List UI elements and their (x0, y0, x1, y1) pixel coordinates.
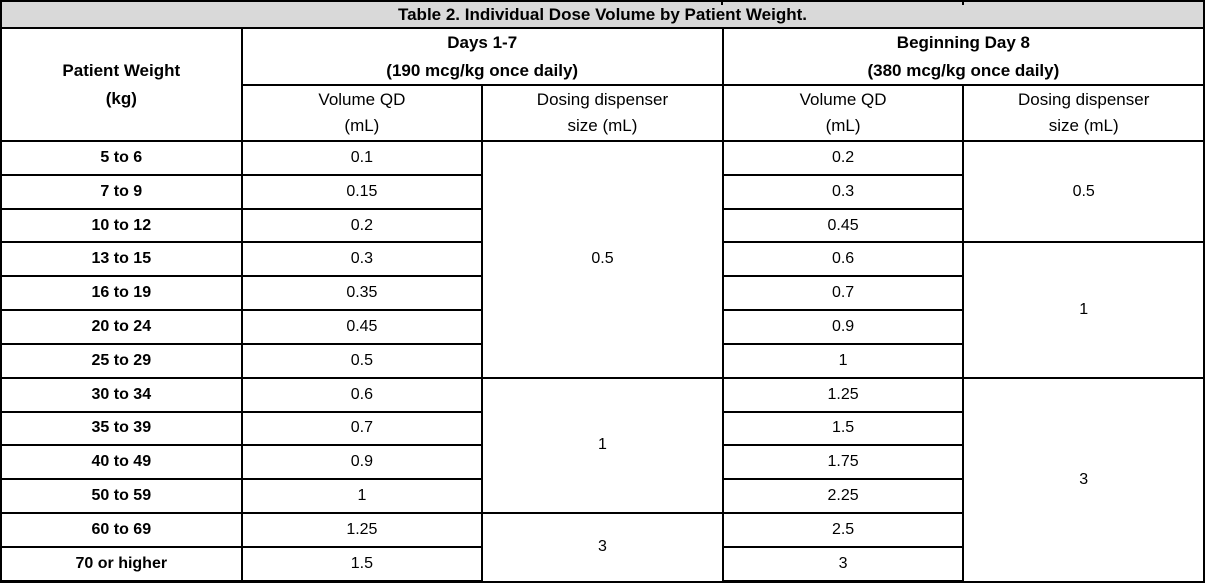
table-row: 7 to 9 0.15 0.3 (0, 173, 1204, 210)
day8-volume-qd-cell: 3 (721, 545, 965, 583)
day8-volume-qd-header-line1: Volume QD (799, 89, 887, 109)
day8-volume-qd-cell: 1 (721, 342, 965, 379)
day8-volume-qd-header: Volume QD (mL) (721, 84, 965, 142)
days1-7-group-header: Days 1-7 (190 mcg/kg once daily) (240, 27, 724, 86)
days1-7-volume-qd-header: Volume QD (mL) (240, 84, 484, 142)
days1-7-volume-qd-cell: 0.45 (240, 309, 484, 345)
days1-7-dispenser-size-cell: 1 (481, 376, 724, 514)
patient-weight-cell: 50 to 59 (0, 478, 243, 514)
patient-weight-cell: 25 to 29 (0, 342, 243, 379)
group-header-row: Patient Weight (kg) Days 1-7 (190 mcg/kg… (0, 27, 1205, 142)
table-title: Table 2. Individual Dose Volume by Patie… (0, 0, 1205, 29)
day8-volume-qd-cell: 0.45 (721, 207, 965, 244)
patient-weight-cell: 5 to 6 (0, 140, 243, 176)
days1-7-volume-qd-cell: 0.15 (240, 173, 484, 210)
day8-dispenser-size-header-line2: size (mL) (1048, 116, 1119, 135)
table-body: 5 to 6 0.1 0.5 0.2 0.5 7 to 9 0.15 0.3 10 to 12 0… (0, 139, 1205, 583)
day8-volume-qd-header-line2: (mL) (825, 116, 861, 135)
days1-7-volume-qd-cell: 0.9 (240, 444, 484, 481)
days1-7-volume-qd-cell: 1 (240, 478, 484, 514)
days1-7-volume-qd-header-line1: Volume QD (318, 89, 406, 109)
day8-group-header: Beginning Day 8 (380 mcg/kg once daily) (721, 27, 1205, 86)
day8-volume-qd-cell: 1.25 (721, 376, 965, 413)
patient-weight-cell: 60 to 69 (0, 511, 243, 548)
days1-7-group-header-line1: Days 1-7 (447, 33, 518, 53)
table-row: 50 to 59 1 2.25 (0, 478, 1204, 514)
patient-weight-cell: 7 to 9 (0, 173, 243, 210)
day8-group-header-line2: (380 mcg/kg once daily) (867, 60, 1060, 80)
days1-7-volume-qd-cell: 0.3 (240, 241, 484, 278)
table-row: 70 or higher 1.5 3 (0, 545, 1204, 583)
patient-weight-cell: 10 to 12 (0, 207, 243, 244)
day8-volume-qd-cell: 2.5 (721, 511, 965, 548)
patient-weight-header-line2: (kg) (105, 88, 137, 108)
patient-weight-cell: 35 to 39 (0, 410, 243, 447)
table-row: 20 to 24 0.45 0.9 (0, 309, 1204, 345)
days1-7-volume-qd-cell: 0.7 (240, 410, 484, 447)
day8-volume-qd-cell: 0.6 (721, 241, 965, 278)
patient-weight-cell: 40 to 49 (0, 444, 243, 481)
patient-weight-cell: 16 to 19 (0, 275, 243, 312)
days1-7-dispenser-size-header-line1: Dosing dispenser (536, 89, 669, 109)
days1-7-volume-qd-cell: 0.2 (240, 207, 484, 244)
day8-dispenser-size-header-line1: Dosing dispenser (1018, 89, 1150, 109)
days1-7-dispenser-size-cell: 3 (481, 511, 724, 583)
days1-7-dispenser-size-cell: 0.5 (481, 140, 724, 379)
day8-volume-qd-cell: 1.75 (721, 444, 965, 481)
days1-7-volume-qd-cell: 0.5 (240, 342, 484, 379)
days1-7-volume-qd-cell: 1.25 (240, 511, 484, 548)
table-row: 10 to 12 0.2 0.45 (0, 207, 1204, 244)
day8-dispenser-size-cell: 0.5 (962, 139, 1205, 244)
patient-weight-cell: 70 or higher (0, 545, 243, 583)
table-row: 16 to 19 0.35 0.7 (0, 275, 1204, 312)
table-row: 5 to 6 0.1 0.5 0.2 0.5 (0, 139, 1205, 379)
patient-weight-cell: 20 to 24 (0, 309, 243, 345)
day8-volume-qd-cell: 0.3 (721, 173, 965, 210)
days1-7-dispenser-size-header-line2: size (mL) (567, 116, 638, 135)
sub-header-row: Volume QD (mL) Dosing dispenser size (mL… (1, 84, 1205, 142)
table-row: 25 to 29 0.5 1 (0, 342, 1204, 379)
table-row: 35 to 39 0.7 1.5 (0, 410, 1204, 447)
table-row: 30 to 34 0.6 1 1.25 3 (0, 376, 1205, 583)
days1-7-dispenser-size-header: Dosing dispenser size (mL) (481, 84, 724, 142)
day8-dispenser-size-cell: 1 (962, 241, 1205, 379)
days1-7-volume-qd-cell: 1.5 (240, 545, 484, 583)
day8-group-header-line1: Beginning Day 8 (896, 33, 1030, 53)
patient-weight-cell: 30 to 34 (0, 376, 243, 413)
top-border-artifact-left (721, 0, 723, 5)
day8-volume-qd-cell: 2.25 (721, 478, 965, 514)
days1-7-volume-qd-cell: 0.1 (240, 140, 484, 176)
patient-weight-header-line1: Patient Weight (62, 61, 181, 81)
table-title-row: Table 2. Individual Dose Volume by Patie… (0, 0, 1205, 29)
table-row: 60 to 69 1.25 3 2.5 (0, 511, 1204, 583)
day8-volume-qd-cell: 0.9 (721, 309, 965, 345)
day8-dispenser-size-header: Dosing dispenser size (mL) (962, 84, 1205, 142)
day8-volume-qd-cell: 0.7 (721, 275, 965, 312)
days1-7-volume-qd-cell: 0.35 (240, 275, 484, 312)
days1-7-volume-qd-header-line2: (mL) (344, 116, 380, 135)
day8-volume-qd-cell: 0.2 (721, 140, 965, 176)
days1-7-volume-qd-cell: 0.6 (240, 376, 484, 413)
patient-weight-cell: 13 to 15 (0, 241, 243, 278)
table-row: 40 to 49 0.9 1.75 (0, 444, 1204, 481)
days1-7-group-header-line2: (190 mcg/kg once daily) (386, 60, 579, 80)
day8-volume-qd-cell: 1.5 (721, 410, 965, 447)
table-row: 13 to 15 0.3 0.6 1 (0, 241, 1205, 379)
day8-dispenser-size-cell: 3 (962, 376, 1205, 583)
top-border-artifact-right (962, 0, 964, 5)
patient-weight-header: Patient Weight (kg) (0, 27, 243, 142)
